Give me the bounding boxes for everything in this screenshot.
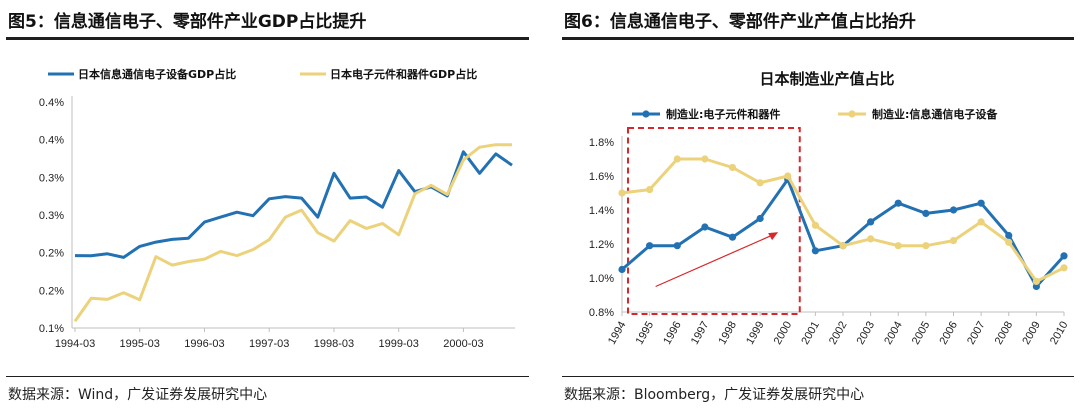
y-tick-label: 1.0% bbox=[589, 273, 614, 285]
source-note: 数据来源：Wind，广发证券发展研究中心 bbox=[8, 387, 268, 403]
trend-arrow bbox=[655, 235, 771, 288]
data-point bbox=[728, 233, 737, 241]
data-point bbox=[646, 242, 654, 250]
left-panel: 图5：信息通信电子、零部件产业GDP占比提升 0.1% 0.2% 0.2% 0.3% 0… bbox=[0, 0, 535, 417]
data-point bbox=[701, 155, 709, 163]
x-tick-label: 1996 bbox=[661, 320, 684, 347]
x-tick-label: 2008 bbox=[993, 320, 1016, 347]
x-tick-label: 1998 bbox=[716, 320, 739, 347]
source-rule bbox=[562, 376, 1074, 377]
x-tick-label: 2006 bbox=[937, 320, 960, 347]
x-tick-label: 1999 bbox=[744, 320, 767, 347]
legend-label: 制造业:信息通信电子设备 bbox=[872, 107, 998, 121]
x-tick-label: 1998-03 bbox=[314, 338, 354, 350]
legend-label: 日本电子元件和器件GDP占比 bbox=[330, 67, 477, 81]
data-point bbox=[867, 218, 875, 226]
trend-arrow-head bbox=[768, 232, 779, 241]
y-tick-label: 0.3% bbox=[39, 172, 64, 184]
x-tick-label: 2005 bbox=[910, 320, 933, 347]
right-panel: 图6：信息通信电子、零部件产业产值占比抬升 日本制造业产值占比 0.8% 1.0% 1… bbox=[556, 0, 1080, 417]
title-rule bbox=[6, 37, 529, 40]
y-tick-label: 1.2% bbox=[589, 239, 614, 251]
y-tick-label: 1.6% bbox=[589, 171, 614, 183]
x-tick-label: 1994-03 bbox=[55, 338, 95, 350]
data-point bbox=[1032, 277, 1040, 285]
legend-label: 日本信息通信电子设备GDP占比 bbox=[78, 67, 236, 81]
x-tick-label: 1994 bbox=[606, 320, 629, 347]
data-point bbox=[922, 209, 930, 217]
legend-marker bbox=[848, 110, 856, 118]
x-tick-label: 1995 bbox=[634, 320, 657, 347]
data-point bbox=[701, 223, 709, 231]
x-tick-label: 2002 bbox=[827, 320, 850, 347]
source-note: 数据来源：Bloomberg，广发证券发展研究中心 bbox=[564, 387, 865, 403]
data-point bbox=[1032, 282, 1040, 291]
legend-marker bbox=[642, 110, 650, 118]
y-tick-label: 0.4% bbox=[39, 97, 64, 109]
y-tick-label: 0.4% bbox=[39, 135, 64, 147]
data-point bbox=[977, 199, 985, 207]
y-tick-label: 0.3% bbox=[39, 210, 64, 222]
x-tick-label: 1997 bbox=[689, 320, 712, 347]
data-point bbox=[839, 242, 847, 250]
data-point bbox=[1060, 252, 1068, 260]
x-tick-label: 2003 bbox=[855, 320, 878, 347]
data-point bbox=[673, 242, 681, 250]
x-tick-label: 2009 bbox=[1020, 320, 1043, 347]
data-point bbox=[1005, 238, 1013, 246]
y-tick-label: 0.1% bbox=[39, 323, 64, 335]
source-rule bbox=[6, 376, 529, 377]
data-point bbox=[949, 206, 958, 214]
x-tick-label: 2004 bbox=[882, 320, 905, 347]
data-point bbox=[1005, 231, 1013, 240]
figure-title: 图6：信息通信电子、零部件产业产值占比抬升 bbox=[564, 12, 916, 32]
series-line-components bbox=[73, 143, 512, 323]
data-point bbox=[784, 172, 792, 180]
x-tick-label: 2010 bbox=[1048, 320, 1071, 347]
data-point bbox=[756, 214, 764, 223]
y-tick-label: 0.8% bbox=[589, 307, 614, 319]
data-point bbox=[756, 179, 764, 187]
x-tick-label: 1995-03 bbox=[120, 338, 160, 350]
gdp-share-line-chart: 0.1% 0.2% 0.2% 0.3% 0.3% 0.4% 0.4% 1994-03 1995-… bbox=[39, 67, 515, 350]
data-point bbox=[867, 235, 875, 243]
data-point bbox=[618, 265, 626, 274]
legend-label: 制造业:电子元件和器件 bbox=[666, 107, 780, 121]
data-point bbox=[977, 218, 985, 226]
data-point bbox=[949, 237, 958, 245]
series-line-ict-equipment bbox=[74, 150, 513, 259]
chart-title: 日本制造业产值占比 bbox=[759, 70, 894, 88]
highlight-box bbox=[627, 127, 801, 315]
x-tick-label: 2000-03 bbox=[443, 338, 483, 350]
data-point bbox=[811, 221, 819, 229]
data-point bbox=[1060, 264, 1068, 272]
x-tick-label: 1997-03 bbox=[249, 338, 289, 350]
y-tick-label: 1.4% bbox=[589, 205, 614, 217]
y-tick-label: 0.2% bbox=[39, 285, 64, 297]
y-tick-label: 0.2% bbox=[39, 248, 64, 260]
y-tick-label: 1.8% bbox=[589, 137, 614, 149]
data-point bbox=[646, 186, 654, 194]
data-point bbox=[894, 242, 902, 250]
data-point bbox=[922, 242, 930, 250]
x-tick-label: 2000 bbox=[772, 320, 795, 347]
data-point bbox=[673, 155, 681, 163]
data-point bbox=[728, 163, 737, 172]
x-tick-label: 2007 bbox=[965, 320, 988, 347]
x-tick-label: 2001 bbox=[799, 320, 822, 347]
x-tick-label: 1996-03 bbox=[184, 338, 224, 350]
figure-title: 图5：信息通信电子、零部件产业GDP占比提升 bbox=[8, 12, 367, 32]
title-rule bbox=[562, 37, 1074, 40]
data-point bbox=[894, 199, 902, 207]
data-point bbox=[618, 189, 626, 197]
series-line-ict-equipment bbox=[621, 157, 1065, 283]
data-point bbox=[811, 247, 819, 255]
x-tick-label: 1999-03 bbox=[379, 338, 419, 350]
